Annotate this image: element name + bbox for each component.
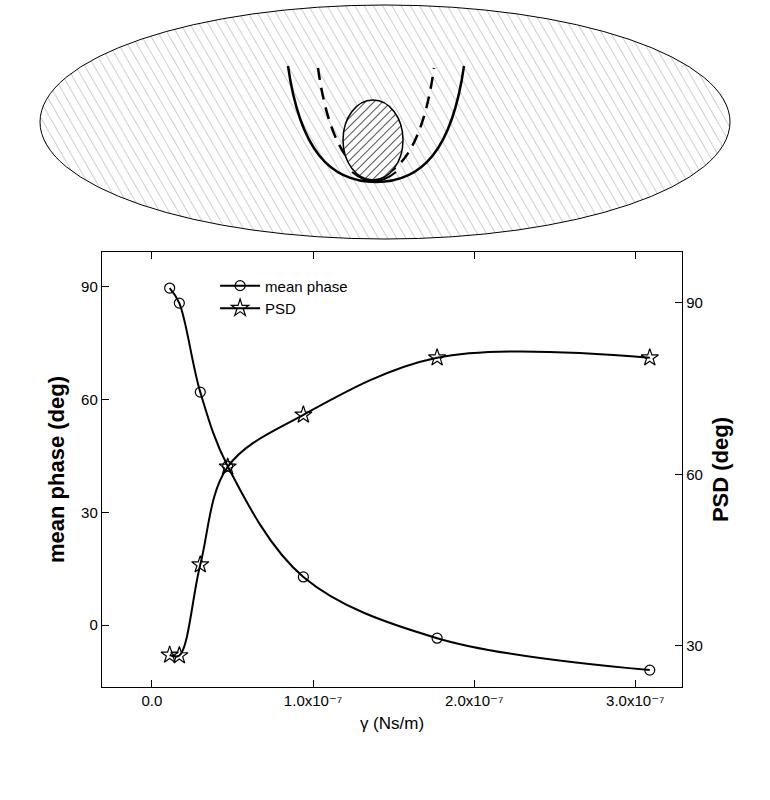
svg-text:30: 30 <box>686 637 703 654</box>
svg-text:60: 60 <box>81 391 98 408</box>
svg-text:30: 30 <box>81 504 98 521</box>
svg-text:mean phase (deg): mean phase (deg) <box>44 376 69 563</box>
svg-text:0.0: 0.0 <box>142 692 163 709</box>
svg-text:PSD: PSD <box>265 300 296 317</box>
svg-text:90: 90 <box>81 278 98 295</box>
svg-text:mean phase: mean phase <box>265 278 348 295</box>
svg-text:PSD (deg): PSD (deg) <box>708 417 733 522</box>
svg-text:1.0x10⁻⁷: 1.0x10⁻⁷ <box>284 692 342 709</box>
svg-text:3.0x10⁻⁷: 3.0x10⁻⁷ <box>606 692 664 709</box>
svg-text:90: 90 <box>686 294 703 311</box>
svg-text:γ (Ns/m): γ (Ns/m) <box>360 714 424 733</box>
svg-text:0: 0 <box>89 616 97 633</box>
svg-text:2.0x10⁻⁷: 2.0x10⁻⁷ <box>445 692 503 709</box>
svg-text:60: 60 <box>686 466 703 483</box>
